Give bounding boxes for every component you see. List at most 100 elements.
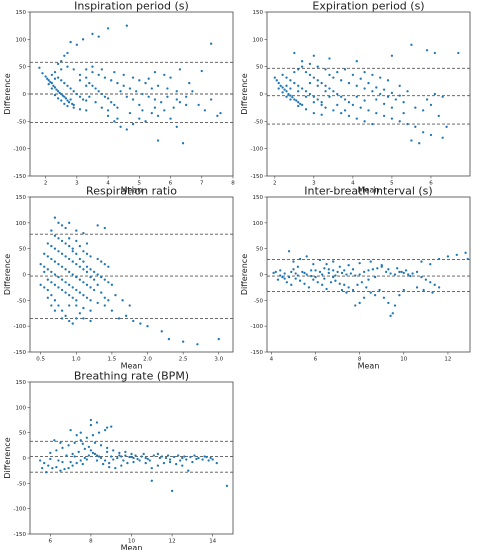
respiration-ratio-point-116 [128,304,131,307]
respiration-ratio-point-70 [117,317,121,320]
respiration-ratio-point-129 [53,309,57,312]
inter-breath-interval-point-89 [415,286,419,289]
respiration-ratio-point-1 [57,221,60,224]
breathing-rate-point-71 [59,441,62,444]
expiration-period-point-73 [429,133,433,137]
inspiration-period-point-128 [100,68,103,71]
inter-breath-interval-point-49 [351,288,355,292]
inspiration-period-point-66 [160,101,163,104]
respiration-ratio-point-30 [68,270,71,274]
expiration-period-point-28 [300,65,304,68]
expiration-period-point-11 [295,99,298,102]
breathing-rate-point-107 [73,455,76,458]
breathing-rate-point-119 [146,457,149,461]
expiration-period-point-125 [398,94,401,97]
inspiration-period-point-90 [163,73,166,77]
breathing-rate-point-118 [130,455,133,459]
inter-breath-interval-point-93 [340,288,344,292]
breathing-rate-point-104 [110,455,113,458]
inspiration-period-point-29 [75,92,78,96]
inspiration-period-point-111 [50,87,54,90]
expiration-period-point-7 [287,92,290,96]
respiration-ratio-point-59 [60,309,64,312]
inter-breath-interval-point-29 [402,271,405,275]
inspiration-period-point-62 [135,90,138,93]
breathing-rate-point-52 [103,428,107,432]
inspiration-period-point-87 [216,114,219,118]
breathing-rate-point-101 [142,452,145,456]
respiration-ratio-point-40 [46,268,49,271]
respiration-ratio-point-109 [92,278,96,281]
respiration-ratio-chart: 0.5 1.0 1.5 2.0 2.5 3.0 -150 -100 -50 0 50 100 150 Re… [3,185,234,371]
inter-breath-interval-point-99 [303,271,306,275]
respiration-ratio-point-102 [89,255,92,258]
inspiration-period-point-54 [116,106,119,109]
breathing-rate-point-12 [87,454,91,457]
expiration-period-point-105 [328,95,331,98]
inspiration-period-point-93 [188,81,191,85]
inter-breath-interval-point-16 [345,273,348,276]
expiration-period-point-63 [351,103,355,107]
inspiration-period-point-118 [78,108,82,111]
expiration-period-point-14 [300,103,304,107]
inspiration-period-x-tick-label-3: 5 [138,181,142,187]
expiration-period-point-106 [336,103,339,107]
respiration-ratio-point-85 [107,281,110,284]
inspiration-period-point-126 [85,68,88,71]
inter-breath-interval-point-118 [294,272,297,275]
respiration-ratio-point-54 [43,286,46,289]
breathing-rate-point-79 [108,465,111,469]
breathing-rate-point-27 [148,459,151,462]
inspiration-period-point-106 [85,84,88,87]
expiration-period-point-50 [371,73,374,77]
breathing-rate-y-axis-label: Difference [3,437,12,478]
breathing-rate-point-56 [95,421,99,424]
expiration-period-point-119 [351,73,355,77]
breathing-rate-point-114 [81,462,84,466]
inspiration-period-chart: 2 3 4 5 6 7 8 -150 -100 -50 0 50 100 150 Inspiration p… [3,0,235,195]
inter-breath-interval-chart: 4 6 8 10 12 -150 -100 -50 0 50 100 150 Inter-breath … [240,185,471,371]
inspiration-period-point-98 [166,95,169,98]
inspiration-period-point-73 [144,120,147,123]
expiration-period-point-85 [425,49,429,52]
expiration-period-point-81 [433,92,437,96]
inter-breath-interval-point-106 [354,304,357,307]
inter-breath-interval-point-84 [420,275,423,279]
inspiration-period-point-124 [72,68,75,71]
respiration-ratio-point-48 [75,288,78,292]
inspiration-period-point-72 [138,117,141,120]
expiration-period-x-tick-label-1: 3 [312,181,316,187]
inter-breath-interval-point-72 [358,261,361,265]
breathing-rate-point-73 [71,452,74,456]
breathing-rate-point-97 [207,459,210,462]
inter-breath-interval-point-17 [349,272,352,275]
expiration-period-point-110 [285,95,288,98]
expiration-period-point-87 [457,51,460,55]
respiration-ratio-point-66 [89,309,92,312]
breathing-rate-point-96 [215,461,218,465]
inspiration-period-point-37 [69,40,72,44]
inter-breath-interval-point-31 [411,272,414,275]
respiration-ratio-point-51 [85,296,89,299]
expiration-period-point-51 [379,76,382,79]
inspiration-period-point-134 [156,84,160,87]
breathing-rate-point-54 [79,431,82,434]
inter-breath-interval-y-tick-label-4: 50 [256,247,263,253]
inspiration-period-point-43 [125,24,128,27]
expiration-period-point-20 [300,87,304,90]
inspiration-period-point-84 [197,103,200,107]
respiration-ratio-point-133 [82,317,85,320]
respiration-ratio-point-98 [75,239,78,243]
expiration-period-point-123 [382,88,386,91]
expiration-period-point-37 [336,92,339,96]
inspiration-period-point-17 [67,101,71,104]
respiration-ratio-point-15 [60,252,64,255]
inter-breath-interval-point-35 [290,283,293,286]
breathing-rate-point-78 [101,462,105,466]
inter-breath-interval-point-87 [433,283,436,286]
inter-breath-interval-point-30 [407,273,410,276]
expiration-period-point-66 [375,111,378,115]
inspiration-period-point-71 [131,122,135,126]
inter-breath-interval-point-56 [382,296,386,299]
inter-breath-interval-point-9 [314,269,317,272]
